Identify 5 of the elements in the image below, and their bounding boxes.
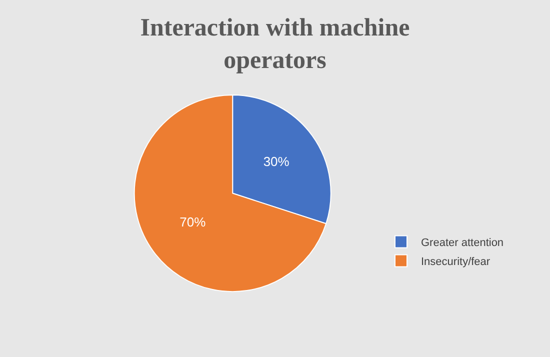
legend-label: Insecurity/fear: [421, 256, 490, 268]
data-label: 70%: [180, 214, 206, 230]
legend-label: Greater attention: [421, 237, 504, 250]
data-label: 30%: [263, 154, 290, 169]
chart-title: Interaction with machine operators: [140, 14, 410, 74]
